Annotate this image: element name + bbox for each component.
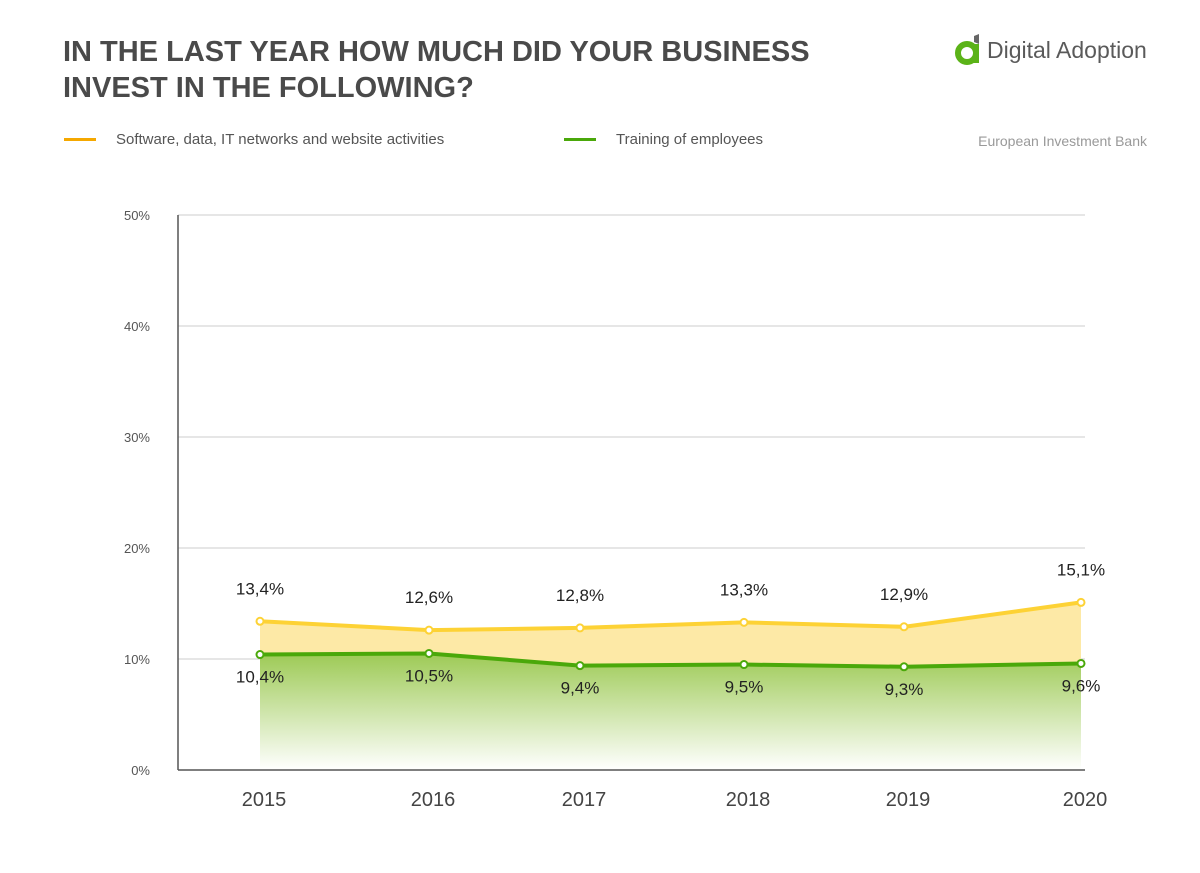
y-tick-label: 20% [124,541,150,556]
x-tick-label: 2020 [1063,789,1108,811]
area-training [260,653,1081,770]
logo-icon [955,34,979,65]
data-point [575,661,585,671]
y-tick-label: 30% [124,430,150,445]
x-tick-label: 2015 [242,789,287,811]
data-point [255,616,265,626]
legend-swatch [564,138,596,141]
data-label: 10,5% [405,666,453,685]
data-point [739,617,749,627]
data-point [1076,597,1086,607]
area-software [260,602,1081,667]
data-label: 9,5% [725,678,764,697]
y-tick-label: 10% [124,652,150,667]
logo-text: Digital Adoption [987,36,1147,63]
data-label: 13,4% [236,579,284,598]
line-software [259,600,1082,633]
logo: Digital Adoption [955,34,1147,66]
y-tick-label: 0% [131,763,150,778]
source: European Investment Bank [978,133,1147,149]
line-training [259,651,1082,669]
data-label: 9,4% [561,679,600,698]
data-label: 13,3% [720,580,768,599]
legend-item-training: Training of employees [564,131,763,148]
x-tick-label: 2016 [411,789,456,811]
legend-label: Software, data, IT networks and website … [116,131,445,148]
data-label: 15,1% [1057,560,1105,579]
y-tick-label: 50% [124,208,150,223]
data-label: 9,3% [885,680,924,699]
x-tick-label: 2017 [562,789,607,811]
x-tick-label: 2019 [886,789,931,811]
data-label: 12,6% [405,588,453,607]
legend-swatch [64,138,96,141]
x-tick-label: 2018 [726,789,771,811]
data-point [899,622,909,632]
data-point [739,660,749,670]
legend-item-software: Software, data, IT networks and website … [64,131,444,148]
legend-label: Training of employees [616,131,764,148]
data-label: 12,8% [556,586,604,605]
data-label: 10,4% [236,668,284,687]
data-label: 12,9% [880,585,928,604]
data-point [255,650,265,660]
data-point [424,625,434,635]
data-point [424,648,434,658]
data-point [899,662,909,672]
data-point [575,623,585,633]
chart-title: IN THE LAST YEAR HOW MUCH DID YOUR BUSIN… [63,36,810,104]
y-tick-label: 40% [124,319,150,334]
data-label: 9,6% [1062,676,1101,695]
data-point [1076,658,1086,668]
